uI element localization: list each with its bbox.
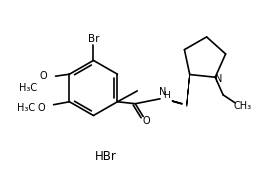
Text: O: O (142, 116, 150, 126)
Text: Br: Br (88, 34, 99, 44)
Text: HBr: HBr (94, 150, 116, 163)
Text: O: O (38, 103, 46, 113)
Text: N: N (159, 87, 167, 97)
Text: H₃C: H₃C (17, 103, 35, 113)
Text: CH₃: CH₃ (234, 101, 252, 111)
Text: H: H (164, 91, 170, 100)
Text: H₃C: H₃C (19, 83, 37, 93)
Text: N: N (216, 74, 223, 84)
Text: O: O (40, 71, 48, 81)
